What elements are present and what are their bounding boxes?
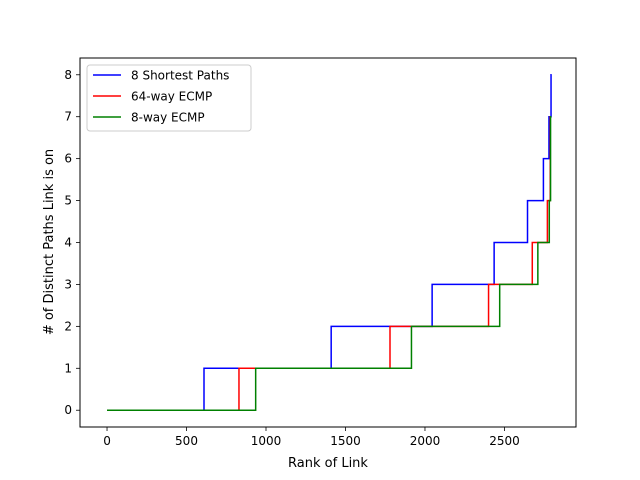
x-tick-label: 1500 xyxy=(330,434,361,448)
x-tick-label: 2500 xyxy=(489,434,520,448)
series-line-2 xyxy=(107,115,551,411)
y-tick-label: 0 xyxy=(64,403,72,417)
x-tick-label: 0 xyxy=(103,434,111,448)
legend-label-2: 64-way ECMP xyxy=(131,90,212,104)
x-tick-label: 1000 xyxy=(251,434,282,448)
y-tick-label: 5 xyxy=(64,194,72,208)
x-axis-label: Rank of Link xyxy=(288,456,368,471)
y-tick-label: 1 xyxy=(64,361,72,375)
legend: 8 Shortest Paths 64-way ECMP 8-way ECMP xyxy=(86,64,252,132)
legend-label-1: 8 Shortest Paths xyxy=(131,69,229,83)
y-tick-label: 8 xyxy=(64,68,72,82)
legend-items: 8 Shortest Paths 64-way ECMP 8-way ECMP xyxy=(93,69,229,125)
y-axis-ticks: 0 1 2 3 4 5 6 7 8 xyxy=(64,68,80,417)
y-tick-label: 4 xyxy=(64,236,72,250)
legend-box xyxy=(86,64,252,132)
series-line-3 xyxy=(107,115,552,411)
y-tick-label: 7 xyxy=(64,110,72,124)
legend-label-3: 8-way ECMP xyxy=(131,111,205,125)
y-axis-label: # of Distinct Paths Link is on xyxy=(42,149,57,335)
x-axis-ticks: 0 500 1000 1500 2000 2500 xyxy=(103,427,520,448)
x-tick-label: 2000 xyxy=(410,434,441,448)
x-tick-label: 500 xyxy=(175,434,198,448)
y-tick-label: 2 xyxy=(64,319,72,333)
y-tick-label: 6 xyxy=(64,152,72,166)
series-layer xyxy=(107,74,552,411)
y-tick-label: 3 xyxy=(64,277,72,291)
